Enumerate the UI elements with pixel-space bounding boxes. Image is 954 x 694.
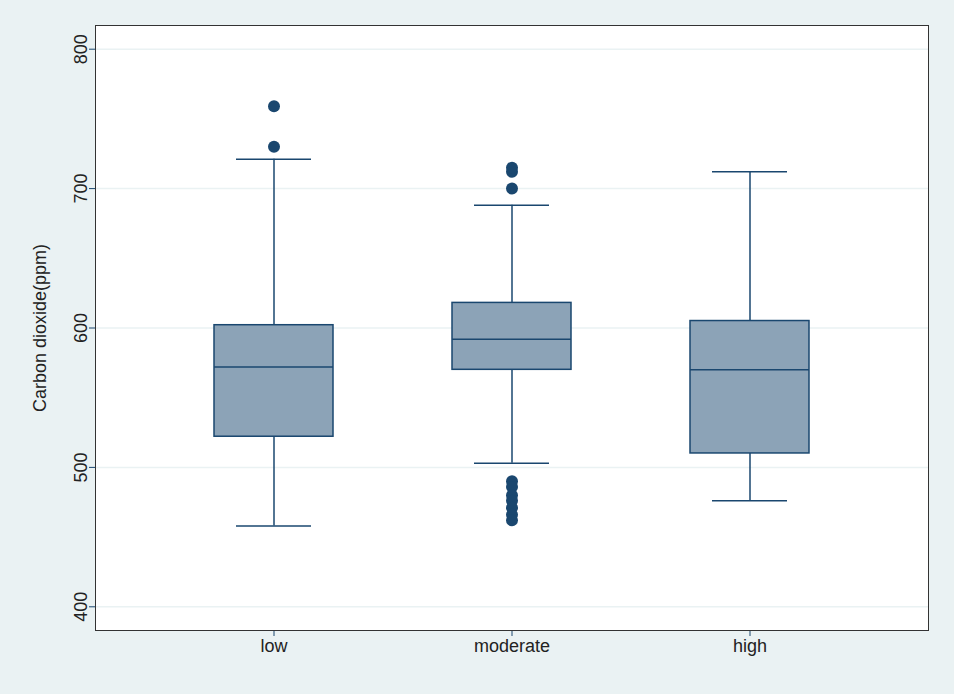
svg-text:moderate: moderate: [474, 636, 550, 656]
svg-text:400: 400: [71, 592, 91, 622]
svg-text:600: 600: [71, 313, 91, 343]
svg-text:Carbon dioxide(ppm): Carbon dioxide(ppm): [30, 244, 50, 412]
svg-text:low: low: [260, 636, 288, 656]
svg-text:500: 500: [71, 452, 91, 482]
svg-text:high: high: [733, 636, 767, 656]
svg-text:700: 700: [71, 174, 91, 204]
svg-text:800: 800: [71, 34, 91, 64]
